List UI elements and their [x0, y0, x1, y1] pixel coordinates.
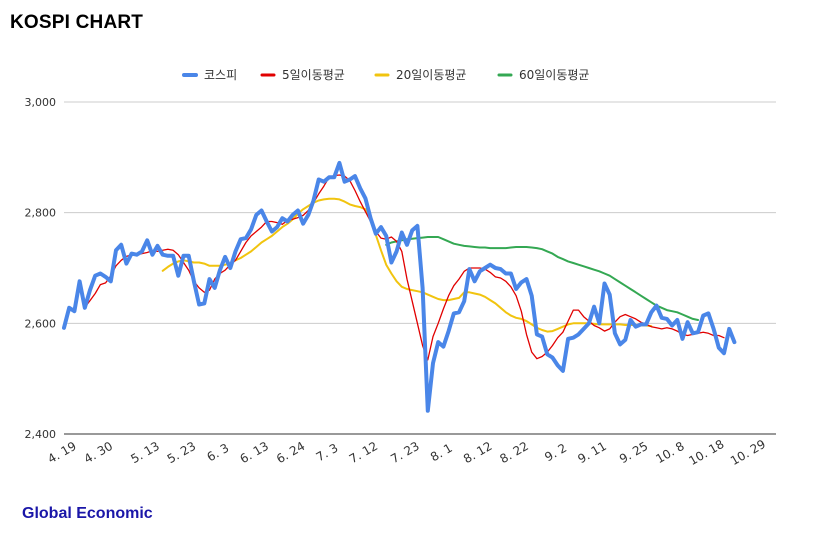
- legend: 코스피 5일이동평균 20일이동평균 60일이동평균: [182, 68, 589, 82]
- x-tick-label: 6. 3: [204, 441, 231, 465]
- legend-label: 20일이동평균: [396, 68, 466, 82]
- x-tick-label: 7. 3: [314, 441, 341, 465]
- x-tick-label: 5. 13: [128, 439, 161, 466]
- x-tick-label: 10. 8: [653, 439, 686, 466]
- x-tick-label: 9. 11: [575, 439, 608, 466]
- y-tick-label: 2,600: [25, 317, 57, 330]
- x-tick-label: 9. 2: [542, 441, 569, 465]
- x-tick-label: 8. 22: [497, 439, 530, 466]
- x-tick-label: 9. 25: [617, 439, 650, 466]
- x-tick-label: 7. 12: [347, 439, 380, 466]
- series-lines: [62, 160, 737, 413]
- x-tick-label: 4. 30: [82, 439, 115, 466]
- x-tick-label: 10. 18: [686, 437, 726, 468]
- series-line-3: [385, 236, 699, 321]
- x-axis: 4. 19 4. 30 5. 13 5. 23 6. 3 6. 13 6. 24 7. 3 7.…: [45, 437, 768, 468]
- x-tick-label: 10. 29: [728, 437, 768, 468]
- gridlines: [64, 101, 776, 435]
- x-tick-label: 5. 23: [165, 439, 198, 466]
- y-tick-label: 2,800: [25, 207, 57, 220]
- y-tick-label: 3,000: [25, 96, 57, 109]
- x-tick-label: 4. 19: [45, 439, 78, 466]
- series-line-0: [62, 160, 737, 413]
- x-tick-label: 6. 13: [238, 439, 271, 466]
- x-tick-label: 8. 12: [461, 439, 494, 466]
- legend-label: 60일이동평균: [519, 68, 589, 82]
- y-tick-label: 2,400: [25, 428, 57, 441]
- x-tick-label: 8. 1: [428, 441, 455, 465]
- series-line-2: [161, 197, 653, 333]
- x-tick-label: 6. 24: [274, 439, 307, 466]
- legend-label: 5일이동평균: [282, 68, 345, 82]
- x-tick-label: 7. 23: [388, 439, 421, 466]
- footer-brand: Global Economic: [22, 505, 153, 522]
- page-title: KOSPI CHART: [10, 12, 144, 33]
- y-axis: 2,400 2,600 2,800 3,000: [25, 96, 57, 441]
- legend-label: 코스피: [204, 68, 237, 82]
